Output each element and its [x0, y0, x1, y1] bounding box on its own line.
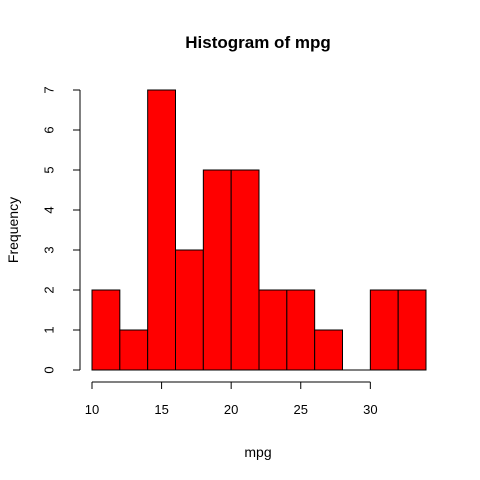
y-tick-label-7: 7 [41, 86, 56, 93]
histogram-bar-7 [286, 289, 316, 371]
y-tick-label-4: 4 [41, 206, 56, 213]
y-tick-label-2: 2 [41, 286, 56, 293]
histogram-bar-5 [230, 169, 260, 371]
y-tick-label-6: 6 [41, 126, 56, 133]
histogram-bar-2 [147, 89, 177, 371]
y-tick-label-3: 3 [41, 246, 56, 253]
chart-title: Histogram of mpg [185, 33, 330, 52]
histogram-bar-11 [397, 289, 427, 371]
histogram-bar-1 [119, 329, 149, 371]
x-tick-label-20: 20 [224, 402, 238, 417]
x-tick-label-15: 15 [154, 402, 168, 417]
histogram-bar-0 [91, 289, 121, 371]
histogram-bar-4 [202, 169, 232, 371]
x-tick-label-25: 25 [294, 402, 308, 417]
y-axis: 0 1 2 3 4 5 6 7 [41, 86, 81, 374]
x-axis: 10 15 20 25 30 [85, 381, 378, 417]
histogram-bar-6 [258, 289, 288, 371]
x-axis-label: mpg [244, 444, 271, 460]
x-tick-label-10: 10 [85, 402, 99, 417]
histogram-bar-3 [175, 249, 204, 371]
y-axis-label: Frequency [5, 197, 21, 263]
histogram-bar-10 [369, 289, 399, 371]
histogram-bar-8 [314, 329, 343, 371]
y-tick-label-1: 1 [41, 326, 56, 333]
y-tick-label-0: 0 [41, 366, 56, 373]
bars-group [91, 89, 427, 371]
y-tick-label-5: 5 [41, 166, 56, 173]
x-tick-label-30: 30 [363, 402, 377, 417]
